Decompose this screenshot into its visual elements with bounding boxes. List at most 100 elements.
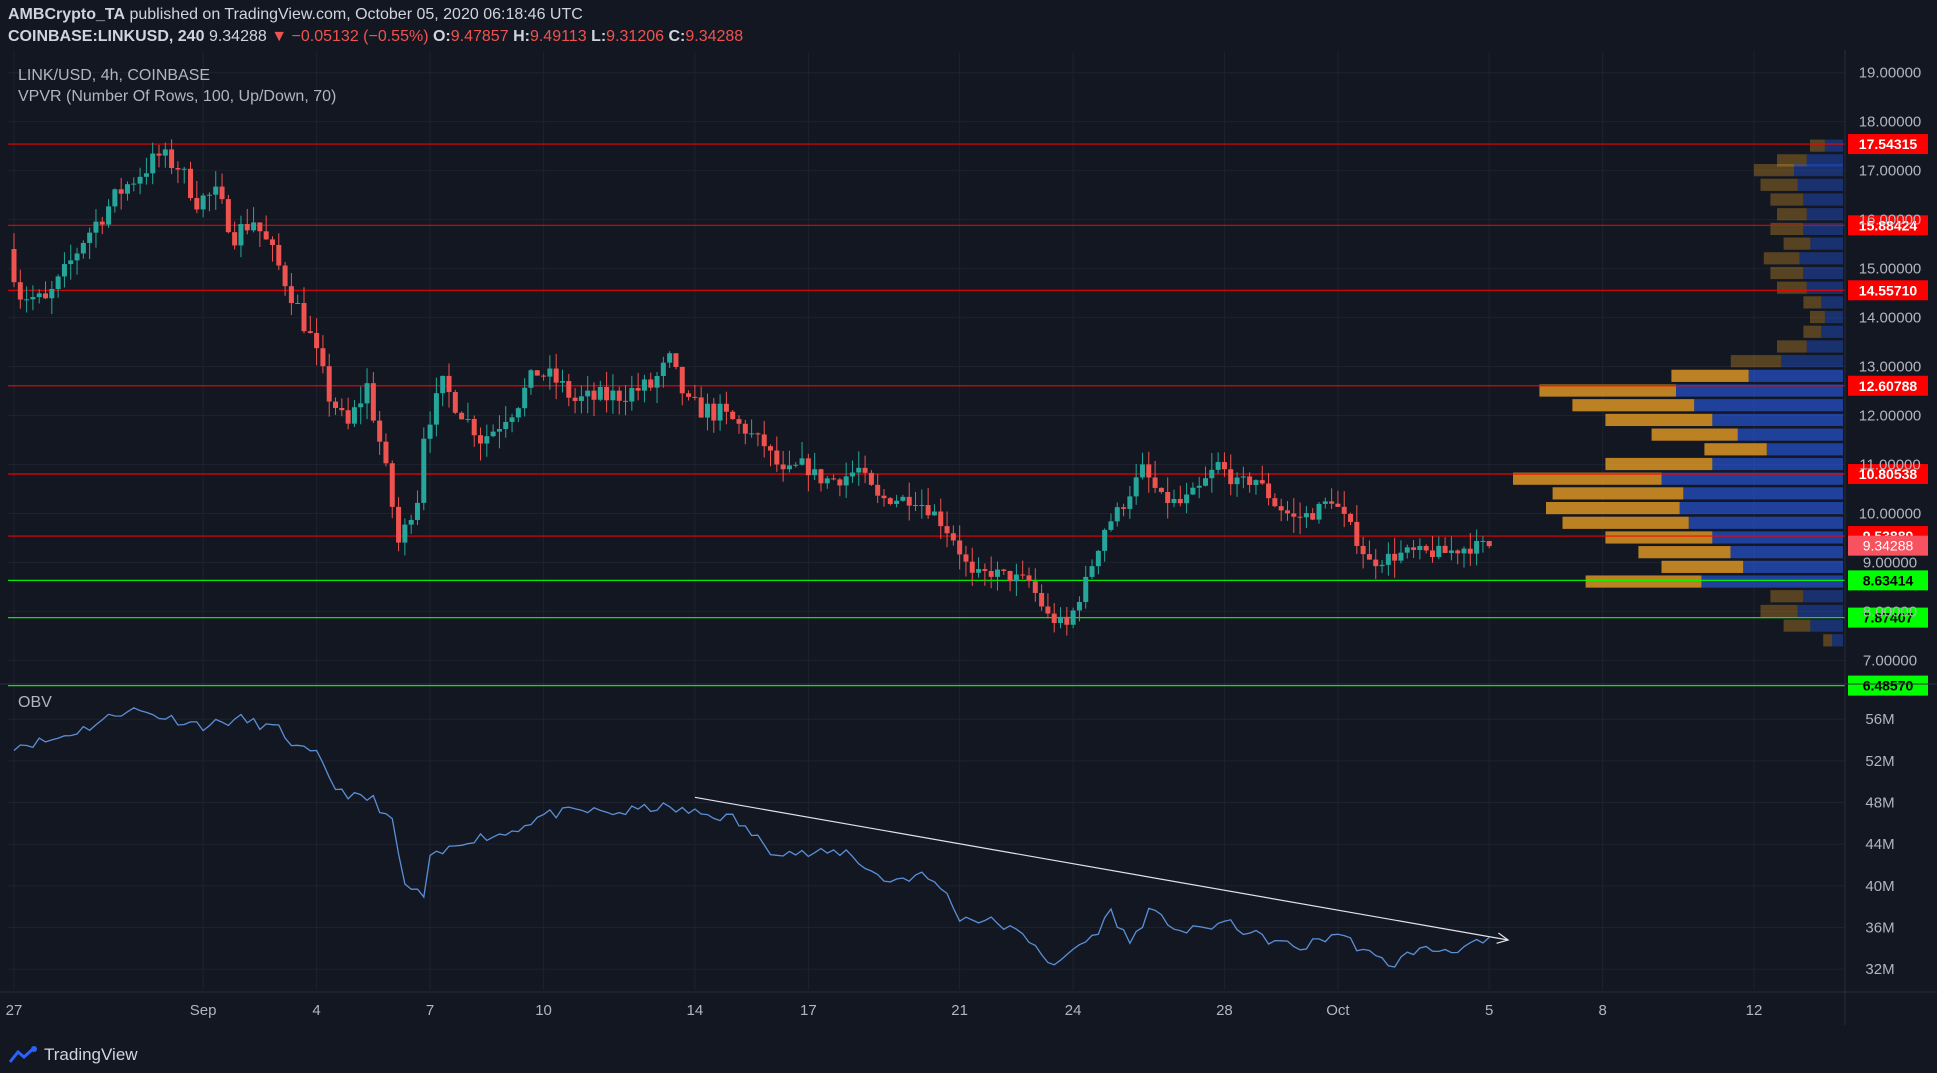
publisher-name[interactable]: AMBCrypto_TA xyxy=(8,6,126,23)
vp-down-bar xyxy=(1770,590,1804,603)
candle-body xyxy=(1341,506,1347,514)
tradingview-logo[interactable]: TradingView xyxy=(8,1045,138,1065)
vp-up-bar xyxy=(1743,560,1843,573)
vp-up-bar xyxy=(1806,154,1843,167)
candle-body xyxy=(812,469,818,476)
vpvr-legend[interactable]: VPVR (Number Of Rows, 100, Up/Down, 70) xyxy=(18,88,337,105)
vp-up-bar xyxy=(1821,296,1843,309)
vp-up-bar xyxy=(1821,325,1843,338)
candle-body xyxy=(232,232,238,246)
candle-body xyxy=(364,383,370,404)
candle-body xyxy=(711,403,717,421)
candle-body xyxy=(251,222,257,231)
candle-body xyxy=(786,465,792,470)
candle-body xyxy=(1184,494,1190,504)
candle-body xyxy=(988,570,994,577)
candle-body xyxy=(1360,545,1366,555)
candle-body xyxy=(1335,503,1341,507)
candle-body xyxy=(175,168,181,170)
candle-body xyxy=(1133,477,1139,497)
candle-body xyxy=(1102,529,1108,551)
level-label-box xyxy=(1848,215,1928,236)
candle-body xyxy=(1461,548,1467,554)
time-tick-label: 12 xyxy=(1746,1002,1763,1019)
level-label: 10.80538 xyxy=(1859,466,1918,482)
candle-body xyxy=(36,293,42,298)
candle-body xyxy=(667,353,673,363)
vp-down-bar xyxy=(1760,178,1798,191)
price-tick-label: 10.00000 xyxy=(1859,505,1922,522)
vp-up-bar xyxy=(1803,193,1843,206)
vp-up-bar xyxy=(1797,604,1843,618)
level-label-box xyxy=(1848,464,1928,485)
candle-body xyxy=(188,168,194,199)
vp-down-bar xyxy=(1605,457,1713,471)
candle-body xyxy=(780,464,786,470)
candle-body xyxy=(963,554,969,562)
candle-body xyxy=(307,331,313,333)
obv-tick-label: 52M xyxy=(1865,753,1894,770)
level-label-box xyxy=(1848,375,1928,396)
candle-body xyxy=(1448,550,1454,553)
candle-body xyxy=(1429,550,1435,557)
candle-body xyxy=(106,206,112,225)
candle-body xyxy=(333,401,339,408)
candle-body xyxy=(238,224,244,246)
candle-body xyxy=(686,393,692,397)
candle-body xyxy=(1158,487,1164,493)
candle-body xyxy=(402,524,408,543)
candle-body xyxy=(112,189,118,207)
candle-body xyxy=(276,244,282,266)
candle-body xyxy=(585,390,591,397)
obv-tick-label: 48M xyxy=(1865,795,1894,812)
candle-body xyxy=(1020,574,1026,576)
candle-body xyxy=(1297,516,1303,518)
candle-body xyxy=(93,221,99,233)
candle-body xyxy=(919,505,925,507)
obv-legend[interactable]: OBV xyxy=(18,694,52,711)
candle-body xyxy=(1385,553,1391,565)
last-price: 9.34288 xyxy=(208,28,267,45)
candle-body xyxy=(799,458,805,465)
candle-body xyxy=(320,348,326,367)
candle-body xyxy=(843,476,849,486)
chart-title[interactable]: LINK/USD, 4h, COINBASE xyxy=(18,67,211,84)
candle-body xyxy=(1278,506,1284,511)
candle-body xyxy=(604,386,610,401)
vp-up-bar xyxy=(1730,546,1843,559)
vp-down-bar xyxy=(1546,501,1680,515)
vp-down-bar xyxy=(1651,428,1738,441)
candle-body xyxy=(1203,478,1209,486)
candle-body xyxy=(1392,553,1398,561)
candle-body xyxy=(1411,547,1417,550)
candle-body xyxy=(11,249,17,283)
candle-body xyxy=(383,441,389,464)
time-tick-label: 14 xyxy=(687,1002,704,1019)
candle-body xyxy=(1291,513,1297,517)
candle-body xyxy=(856,467,862,473)
candle-body xyxy=(1253,480,1259,485)
candle-body xyxy=(503,421,509,430)
current-price-box xyxy=(1848,535,1928,556)
candle-body xyxy=(774,450,780,465)
candle-body xyxy=(698,397,704,418)
vp-up-bar xyxy=(1803,590,1843,603)
low-value: 9.31206 xyxy=(606,28,665,45)
candle-body xyxy=(1480,540,1486,542)
candle-body xyxy=(1284,510,1290,514)
candle-body xyxy=(837,479,843,486)
candle-body xyxy=(1354,521,1360,546)
candle-body xyxy=(793,464,799,466)
candle-body xyxy=(906,496,912,506)
candle-body xyxy=(635,388,641,391)
candle-body xyxy=(1051,613,1057,623)
obv-trendline xyxy=(694,796,1509,941)
candle-body xyxy=(931,511,937,516)
candle-body xyxy=(528,370,534,388)
candle-body xyxy=(295,303,301,305)
price-tick-label: 16.00000 xyxy=(1859,212,1922,229)
candle-body xyxy=(1139,464,1145,478)
candle-body xyxy=(1177,498,1183,504)
vp-up-bar xyxy=(1803,266,1843,280)
